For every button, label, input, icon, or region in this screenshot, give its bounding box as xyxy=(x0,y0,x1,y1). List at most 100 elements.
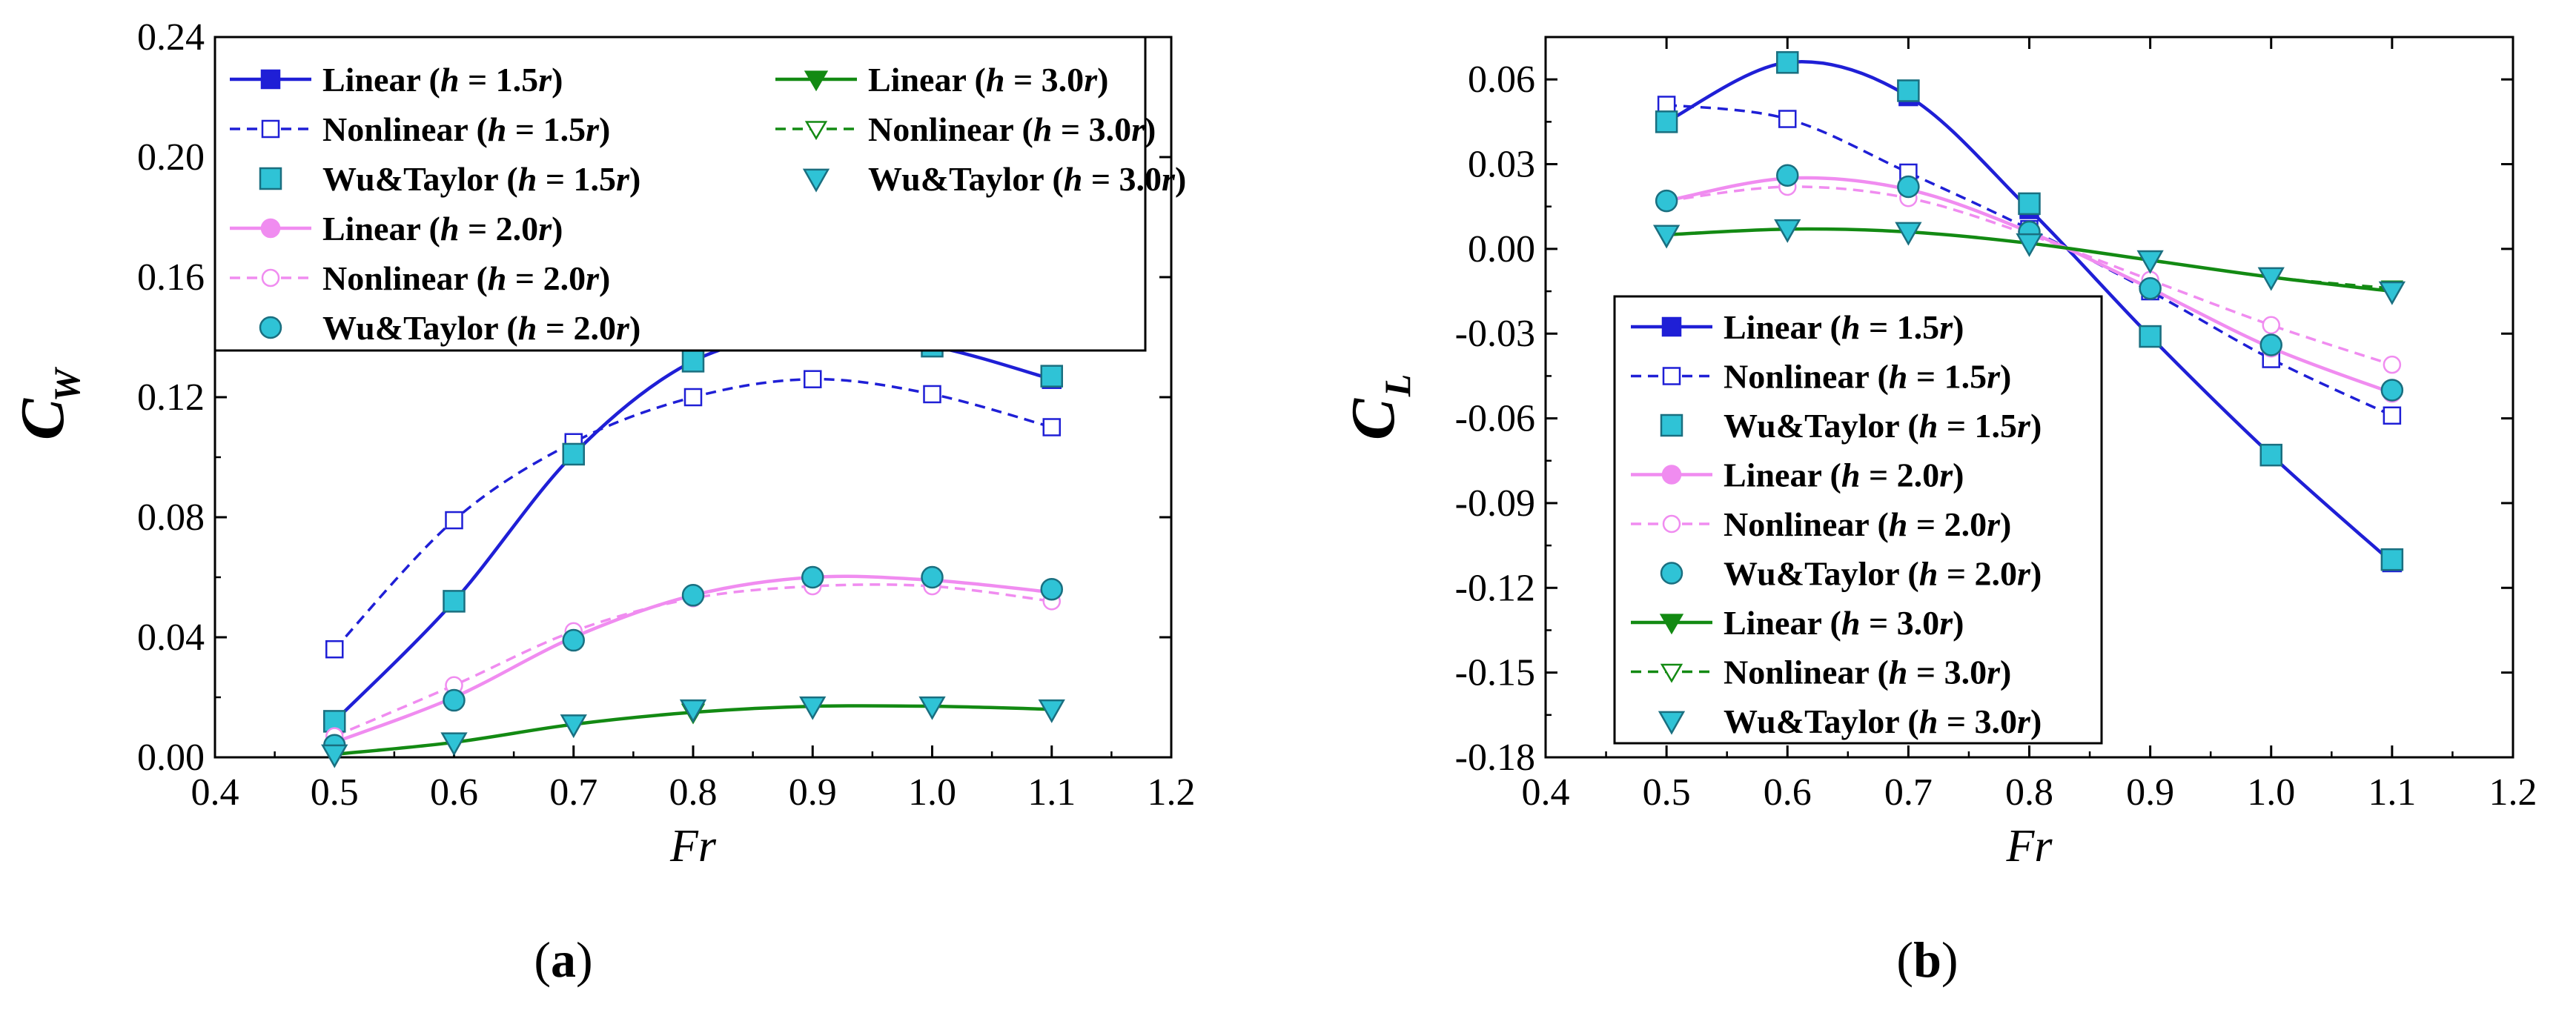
panel-label: (a) xyxy=(534,931,592,988)
data-point-series-5 xyxy=(1040,577,1063,601)
legend-label-part: h xyxy=(1919,702,1938,740)
data-point-series-2 xyxy=(562,442,585,466)
legend-label-part: = 3.0 xyxy=(1004,61,1084,99)
legend-swatch-marker xyxy=(1660,663,1683,683)
data-point-series-5 xyxy=(2259,333,2282,356)
legend-swatch-marker xyxy=(1662,367,1681,385)
panel-label-open: ( xyxy=(534,931,551,988)
x-tick-label: 0.4 xyxy=(1522,771,1570,814)
data-point-series-4 xyxy=(2262,316,2280,335)
legend-label-part: = 1.5 xyxy=(1860,308,1939,346)
data-point-series-8 xyxy=(918,696,946,720)
legend-label-part: h xyxy=(1033,110,1053,148)
legend-box xyxy=(213,36,1147,352)
x-tick-label: 1.0 xyxy=(2247,771,2295,814)
legend-label-part: r xyxy=(616,160,630,198)
legend-label: Nonlinear (h = 3.0r) xyxy=(1724,654,2011,691)
data-point-series-1 xyxy=(1042,418,1061,436)
data-point-series-1 xyxy=(683,388,703,407)
data-point-series-5 xyxy=(1776,164,1799,187)
legend-label-part: h xyxy=(518,309,537,347)
legend-label-part: ) xyxy=(2000,505,2011,543)
legend-label: Linear (h = 3.0r) xyxy=(1724,604,1964,642)
legend-label-part: ) xyxy=(629,160,640,198)
legend-label-part: ) xyxy=(552,61,563,99)
legend-label-part: ) xyxy=(1953,456,1964,494)
y-axis-label-text: C xyxy=(8,398,77,440)
x-axis-label: Fr xyxy=(2006,821,2053,871)
legend-label-part: Nonlinear ( xyxy=(1724,505,1889,543)
data-point-series-8 xyxy=(799,696,827,720)
legend-label-part: Nonlinear ( xyxy=(322,110,488,148)
data-point-series-2 xyxy=(1655,110,1678,133)
legend-label-part: = 3.0 xyxy=(1907,654,1987,691)
legend-label-part: ) xyxy=(2030,555,2042,593)
data-point-series-1 xyxy=(923,385,941,404)
data-point-series-2 xyxy=(681,350,705,373)
legend-label-part: Nonlinear ( xyxy=(868,110,1033,148)
legend-label-part: = 2.0 xyxy=(459,210,538,247)
legend-label: Linear (h = 1.5r) xyxy=(322,61,563,99)
y-axis-label: CL xyxy=(1339,374,1418,440)
legend-label-part: h xyxy=(440,61,460,99)
y-tick-label: -0.12 xyxy=(1455,567,1535,609)
legend-label-part: h xyxy=(1889,358,1908,396)
data-point-series-8 xyxy=(1652,225,1681,249)
x-tick-label: 1.0 xyxy=(908,771,956,814)
x-tick-label: 1.2 xyxy=(1148,771,1196,814)
panel-label-letter: b xyxy=(1913,931,1941,988)
legend-label-part: = 2.0 xyxy=(1860,456,1939,494)
data-point-series-4 xyxy=(2383,355,2402,374)
legend-label-part: ) xyxy=(2030,702,2042,740)
legend-label-part: h xyxy=(1841,604,1861,642)
legend-label: Linear (h = 2.0r) xyxy=(1724,456,1964,494)
x-tick-label: 0.7 xyxy=(549,771,597,814)
y-axis-label-subscript: L xyxy=(1377,374,1418,398)
legend-label-part: r xyxy=(586,110,600,148)
legend-label-part: = 1.5 xyxy=(1907,358,1987,396)
x-tick-label: 0.9 xyxy=(2126,771,2174,814)
legend-label-part: r xyxy=(2017,702,2031,740)
legend-label-part: r xyxy=(1939,456,1953,494)
legend-swatch-marker xyxy=(1658,711,1686,735)
legend-label-part: Wu&Taylor ( xyxy=(1724,555,1919,593)
legend-label-part: r xyxy=(586,259,600,297)
legend-label-part: r xyxy=(1939,308,1953,346)
legend-label: Nonlinear (h = 3.0r) xyxy=(868,110,1156,148)
data-point-series-8 xyxy=(2378,281,2406,305)
legend-label-part: h xyxy=(488,259,507,297)
legend-label-part: Wu&Taylor ( xyxy=(1724,407,1919,445)
legend-label-part: h xyxy=(1064,160,1083,198)
legend-label: Wu&Taylor (h = 3.0r) xyxy=(1724,702,2042,740)
legend-label-part: Linear ( xyxy=(1724,456,1841,494)
y-tick-label: 0.00 xyxy=(137,737,205,779)
legend-label-part: r xyxy=(1084,61,1098,99)
legend-label-part: = 1.5 xyxy=(537,160,616,198)
y-tick-label: 0.00 xyxy=(1468,228,1535,270)
panel-label-close: ) xyxy=(1941,931,1959,988)
legend-swatch-marker xyxy=(1661,316,1682,337)
y-tick-label: 0.03 xyxy=(1468,144,1535,186)
legend-label: Nonlinear (h = 2.0r) xyxy=(322,259,610,297)
data-point-series-2 xyxy=(2139,325,2162,348)
data-point-series-8 xyxy=(2136,250,2164,274)
y-axis-label: CW xyxy=(8,366,87,440)
legend-label-part: = 1.5 xyxy=(1938,407,2017,445)
x-tick-label: 0.7 xyxy=(1884,771,1933,814)
legend-label-part: = 2.0 xyxy=(1938,555,2017,593)
legend-label-part: r xyxy=(1987,505,2001,543)
legend-label-part: ) xyxy=(2030,407,2042,445)
chart-panel-a: 0.4 0.5 0.6 0.7 0.8 0.9 1.0 1.1 1.2 0.00 0.04 0.08 0… xyxy=(8,16,1196,988)
legend-label-part: r xyxy=(1939,604,1953,642)
legend-label: Nonlinear (h = 1.5r) xyxy=(322,110,610,148)
data-point-series-8 xyxy=(1774,219,1801,243)
legend: Linear (h = 1.5r)Nonlinear (h = 1.5r)Wu&… xyxy=(213,36,1186,352)
legend-label-part: r xyxy=(1987,654,2001,691)
legend-label: Nonlinear (h = 1.5r) xyxy=(1724,358,2011,396)
legend-label-part: Nonlinear ( xyxy=(1724,358,1889,396)
legend-label-part: ) xyxy=(1097,61,1108,99)
data-point-series-1 xyxy=(325,639,344,659)
y-tick-label: -0.06 xyxy=(1455,398,1535,440)
data-point-series-2 xyxy=(2380,548,2404,571)
legend-label-part: ) xyxy=(1175,160,1186,198)
